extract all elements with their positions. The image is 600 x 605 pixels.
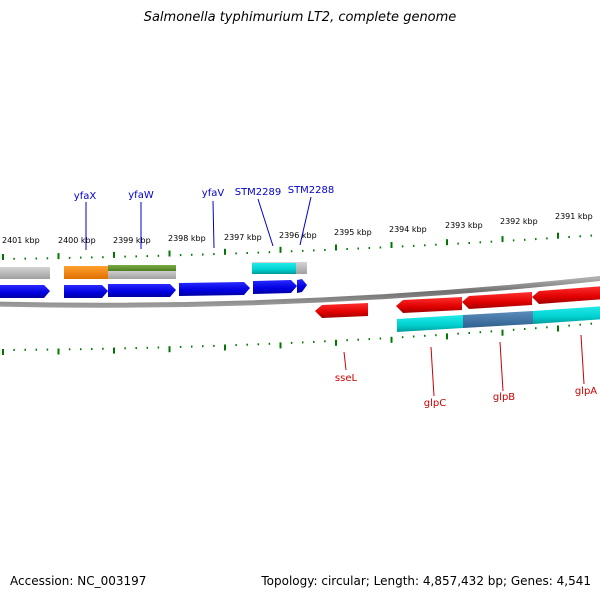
kbp-label: 2398 kbp xyxy=(168,234,206,243)
gene-label-glpC[interactable]: glpC xyxy=(424,398,446,409)
gene-arrow-reverse[interactable] xyxy=(315,303,368,318)
scale-ticks-top xyxy=(2,232,593,260)
forward-gene-track xyxy=(0,279,307,298)
gene-arrow-forward[interactable] xyxy=(64,285,108,298)
gene-arrow-reverse[interactable] xyxy=(532,286,600,304)
kbp-label: 2395 kbp xyxy=(334,228,372,237)
feature-cyan[interactable] xyxy=(397,315,463,332)
feature-gray-mid[interactable] xyxy=(108,270,176,279)
gene-arrow-forward[interactable] xyxy=(0,285,50,298)
reverse-gene-track xyxy=(315,286,600,318)
feature-steel[interactable] xyxy=(463,311,533,328)
gene-label-glpA[interactable]: glpA xyxy=(575,386,597,397)
gene-label-yfaV[interactable]: yfaV xyxy=(202,188,225,199)
bottom-label-leaders xyxy=(343,334,585,397)
gene-label-sseL[interactable]: sseL xyxy=(335,373,358,384)
gene-arrow-forward[interactable] xyxy=(108,284,176,297)
kbp-label: 2399 kbp xyxy=(113,236,151,245)
scale-labels: 2401 kbp 2400 kbp 2399 kbp 2398 kbp 2397… xyxy=(2,212,593,245)
gene-arrow-forward[interactable] xyxy=(253,280,297,294)
genome-summary-text: Topology: circular; Length: 4,857,432 bp… xyxy=(261,574,591,588)
gene-label-STM2289[interactable]: STM2289 xyxy=(235,187,282,198)
bottom-gene-labels: sseL glpC glpB glpA xyxy=(335,373,597,409)
gene-arrow-forward[interactable] xyxy=(179,282,250,296)
top-label-leaders xyxy=(85,196,312,250)
gene-label-STM2288[interactable]: STM2288 xyxy=(288,185,335,196)
kbp-label: 2400 kbp xyxy=(58,236,96,245)
gene-label-yfaW[interactable]: yfaW xyxy=(128,190,154,201)
bottom-feature-track xyxy=(397,306,600,332)
gene-arrow-reverse[interactable] xyxy=(396,297,462,313)
top-feature-track xyxy=(0,262,307,279)
top-gene-labels: yfaX yfaW yfaV STM2289 STM2288 xyxy=(74,185,334,202)
gene-arrow-forward[interactable] xyxy=(297,279,307,293)
kbp-label: 2392 kbp xyxy=(500,217,538,226)
accession-text: Accession: NC_003197 xyxy=(10,574,147,588)
genome-title: Salmonella typhimurium LT2, complete gen… xyxy=(143,10,457,25)
gene-arrow-reverse[interactable] xyxy=(462,292,532,309)
kbp-label: 2393 kbp xyxy=(445,221,483,230)
feature-olive[interactable] xyxy=(108,265,176,271)
kbp-label: 2394 kbp xyxy=(389,225,427,234)
gene-label-yfaX[interactable]: yfaX xyxy=(74,191,97,202)
kbp-label: 2397 kbp xyxy=(224,233,262,242)
feature-cyan[interactable] xyxy=(533,306,600,324)
scale-ticks-bottom xyxy=(2,322,593,355)
feature-orange[interactable] xyxy=(64,266,108,279)
gene-label-glpB[interactable]: glpB xyxy=(493,392,515,403)
kbp-label: 2401 kbp xyxy=(2,236,40,245)
kbp-label: 2391 kbp xyxy=(555,212,593,221)
feature-gray-left[interactable] xyxy=(0,267,50,279)
genome-backbone xyxy=(0,276,600,308)
kbp-label: 2396 kbp xyxy=(279,231,317,240)
feature-cyan-top[interactable] xyxy=(252,263,296,274)
